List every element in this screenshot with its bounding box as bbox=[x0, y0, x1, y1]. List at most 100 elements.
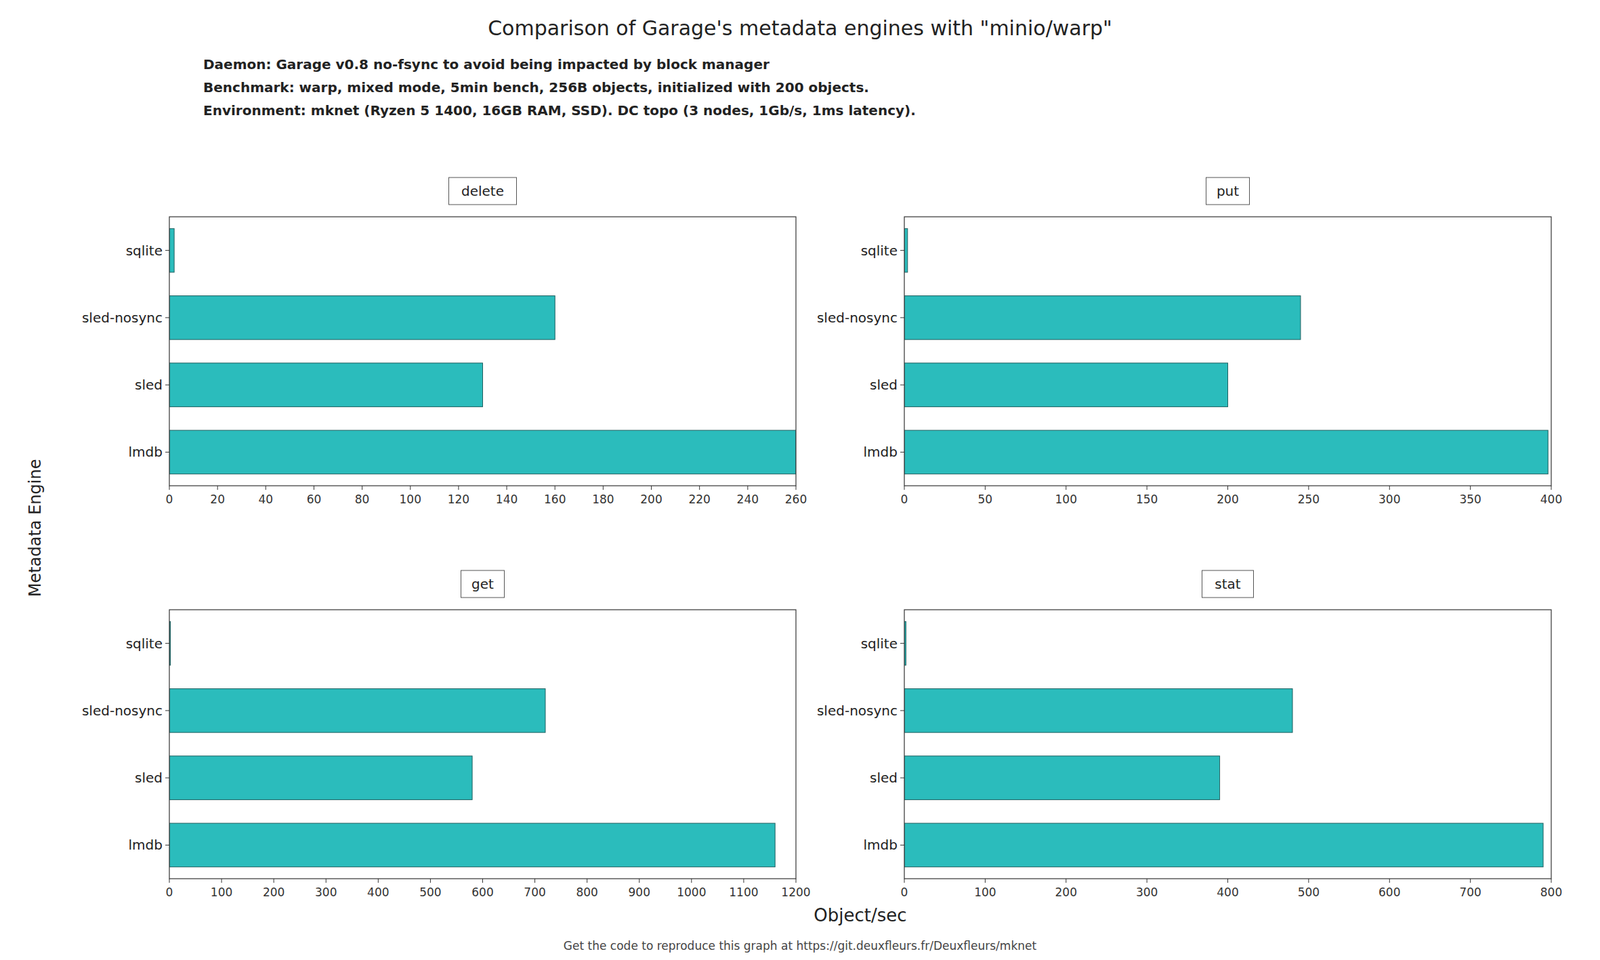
tick-label: 150 bbox=[1135, 492, 1158, 507]
tick-label: 0 bbox=[165, 885, 174, 899]
panel-title: put bbox=[1216, 182, 1239, 200]
tick-mark bbox=[1146, 878, 1148, 883]
tick-mark bbox=[169, 878, 171, 883]
tick-mark bbox=[1065, 878, 1067, 883]
tick-mark bbox=[325, 878, 327, 883]
tick-mark bbox=[1389, 878, 1391, 883]
chart-root: Comparison of Garage's metadata engines … bbox=[0, 0, 1600, 960]
tick-mark bbox=[904, 878, 905, 883]
plot-frame bbox=[904, 216, 1552, 486]
tick-mark bbox=[743, 878, 744, 883]
tick-mark bbox=[795, 485, 797, 490]
tick-mark bbox=[1551, 485, 1552, 490]
tick-mark bbox=[313, 485, 315, 490]
tick-mark bbox=[747, 485, 748, 490]
tick-label: 0 bbox=[165, 492, 174, 507]
tick-mark bbox=[586, 878, 588, 883]
tick-label: 300 bbox=[1378, 492, 1401, 507]
bar bbox=[904, 823, 1544, 868]
tick-label: 200 bbox=[262, 885, 285, 899]
tick-label: 100 bbox=[974, 885, 996, 899]
category-tick bbox=[165, 642, 170, 644]
tick-mark bbox=[1389, 485, 1391, 490]
tick-label: 300 bbox=[1135, 885, 1158, 899]
tick-mark bbox=[1227, 878, 1229, 883]
bars bbox=[169, 621, 775, 867]
subtitle: Benchmark: warp, mixed mode, 5min bench,… bbox=[203, 79, 870, 96]
tick-mark bbox=[1227, 485, 1229, 490]
tick-label: 120 bbox=[447, 492, 470, 507]
tick-label: 140 bbox=[495, 492, 518, 507]
panel: put050100150200250300350400lmdbsledsled-… bbox=[816, 177, 1563, 507]
tick-label: 0 bbox=[900, 492, 909, 507]
tick-label: 400 bbox=[367, 885, 389, 899]
tick-mark bbox=[273, 878, 275, 883]
bar bbox=[169, 228, 175, 273]
tick-mark bbox=[482, 878, 483, 883]
category-tick bbox=[900, 709, 905, 711]
category-tick bbox=[900, 317, 905, 318]
tick-label: 350 bbox=[1459, 492, 1481, 507]
tick-mark bbox=[534, 878, 536, 883]
tick-label: 900 bbox=[628, 885, 651, 899]
category-label: sled bbox=[869, 769, 898, 786]
tick-mark bbox=[1065, 485, 1067, 490]
category-label: sled-nosync bbox=[816, 309, 898, 326]
category-label: lmdb bbox=[128, 836, 163, 853]
tick-mark bbox=[1146, 485, 1148, 490]
tick-mark bbox=[795, 878, 797, 883]
tick-label: 700 bbox=[1459, 885, 1481, 899]
bar bbox=[169, 823, 775, 868]
tick-label: 200 bbox=[1216, 492, 1239, 507]
tick-label: 600 bbox=[471, 885, 494, 899]
panel-title-box bbox=[449, 177, 517, 205]
panel-title: delete bbox=[461, 182, 504, 200]
category-tick bbox=[165, 844, 170, 846]
plot-frame bbox=[169, 216, 796, 486]
category-label: sled bbox=[134, 376, 163, 393]
tick-label: 400 bbox=[1216, 885, 1239, 899]
tick-mark bbox=[699, 485, 700, 490]
x-axis-label: Object/sec bbox=[813, 904, 907, 926]
tick-label: 500 bbox=[419, 885, 441, 899]
tick-mark bbox=[1308, 485, 1309, 490]
panel: get0100200300400500600700800900100011001… bbox=[81, 570, 811, 899]
tick-mark bbox=[602, 485, 604, 490]
tick-mark bbox=[457, 485, 459, 490]
tick-mark bbox=[265, 485, 267, 490]
category-tick bbox=[900, 451, 905, 453]
panel-title: stat bbox=[1214, 575, 1241, 593]
tick-label: 250 bbox=[1297, 492, 1320, 507]
footer: Get the code to reproduce this graph at … bbox=[563, 938, 1038, 953]
tick-mark bbox=[984, 485, 986, 490]
tick-label: 50 bbox=[978, 492, 994, 507]
tick-mark bbox=[169, 485, 171, 490]
tick-label: 800 bbox=[575, 885, 598, 899]
bar bbox=[904, 430, 1548, 475]
category-label: lmdb bbox=[863, 836, 898, 853]
tick-label: 80 bbox=[354, 492, 370, 507]
tick-label: 1000 bbox=[676, 885, 706, 899]
panel-title: get bbox=[471, 575, 494, 593]
tick-mark bbox=[1308, 878, 1309, 883]
panel: stat0100200300400500600700800lmdbsledsle… bbox=[816, 570, 1563, 899]
tick-label: 20 bbox=[209, 492, 225, 507]
bar bbox=[904, 296, 1301, 341]
tick-label: 180 bbox=[592, 492, 614, 507]
tick-mark bbox=[554, 485, 556, 490]
title: Comparison of Garage's metadata engines … bbox=[487, 16, 1113, 40]
category-label: sqlite bbox=[125, 635, 163, 652]
tick-label: 60 bbox=[306, 492, 322, 507]
y-axis-label: Metadata Engine bbox=[25, 459, 45, 598]
tick-mark bbox=[1551, 878, 1552, 883]
tick-label: 1100 bbox=[728, 885, 759, 899]
tick-mark bbox=[217, 485, 219, 490]
tick-label: 0 bbox=[900, 885, 909, 899]
bar bbox=[904, 228, 908, 273]
tick-label: 800 bbox=[1540, 885, 1563, 899]
subtitle: Daemon: Garage v0.8 no-fsync to avoid be… bbox=[203, 56, 770, 73]
category-tick bbox=[165, 709, 170, 711]
tick-mark bbox=[1469, 485, 1471, 490]
bar bbox=[169, 755, 473, 800]
category-label: sled bbox=[134, 769, 163, 786]
